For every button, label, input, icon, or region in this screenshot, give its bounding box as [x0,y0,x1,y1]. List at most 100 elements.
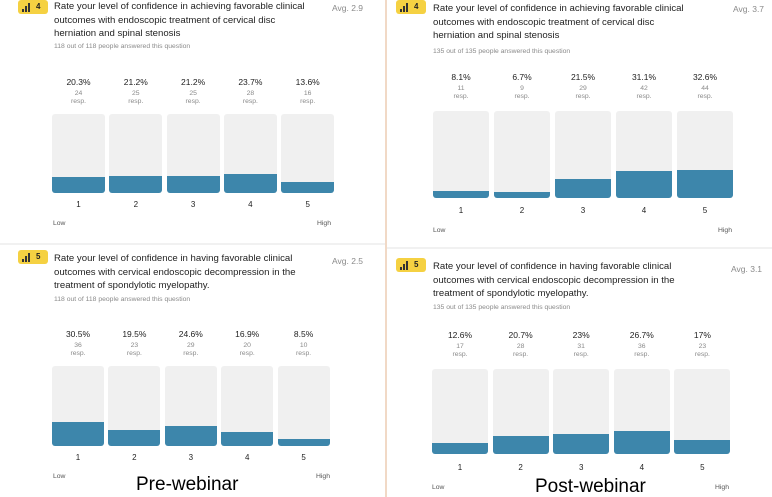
poll-panel-post-q4: 4 Rate your level of confidence in achiev… [387,0,772,245]
bar-track [223,114,277,193]
question-title: Rate your level of confidence in achievi… [54,1,305,39]
caption-pre-webinar: Pre-webinar [136,474,239,495]
bar-fill [494,192,550,198]
bar-count-label: 42 [640,85,648,92]
bar-resp-label: resp. [575,93,591,100]
poll-panel-pre-q5: 5 Rate your level of confidence in having… [0,250,385,495]
bar-track [109,114,163,193]
bar-resp-label: resp. [513,351,529,358]
bar-stat: 19.5% 23 resp. [108,329,160,358]
signal-bars-icon [22,253,31,262]
bar-track [432,369,488,454]
bar-fill [432,443,488,454]
bar-fill [677,169,733,198]
bar-percent-label: 8.5% [293,329,314,339]
bar-percent-label: 16.9% [235,329,260,339]
bar-count-label: 16 [303,90,312,97]
response-count-text: 135 out of 135 people answered this ques… [433,304,571,311]
question-number: 5 [414,260,419,269]
bar-count-label: 11 [457,85,465,92]
signal-bars-icon [22,3,31,12]
question-number: 4 [36,2,41,11]
bar-track [555,111,611,198]
scale-high-label: High [317,220,331,227]
bar-track [616,111,672,198]
category-tick-label: 1 [76,200,81,209]
bar-count-label: 29 [579,85,587,92]
bar-resp-label: resp. [452,351,468,358]
bar-resp-label: resp. [636,93,652,100]
bar-stat: 8.5% 10 resp. [278,329,330,358]
bar-track [108,366,161,446]
bar-stat: 24.6% 29 resp. [165,329,217,358]
bar-fill [166,176,220,193]
category-tick-label: 5 [702,206,708,215]
bar-count-label: 9 [520,85,524,92]
category-tick-label: 2 [518,463,523,472]
category-tick-label: 5 [301,453,306,462]
category-tick-label: 1 [457,463,463,472]
scale-low-label: Low [53,220,66,227]
panel-divider [385,0,387,497]
bar-resp-label: resp. [573,351,589,358]
category-tick-label: 1 [75,453,81,462]
bar-stat: 21.2% 25 resp. [167,77,220,106]
question-title: Rate your level of confidence in achievi… [433,3,684,41]
bar-count-label: 24 [74,90,83,97]
scale-high-label: High [715,484,729,491]
question-number: 4 [414,2,419,11]
bar-track [494,111,550,198]
bar-track [613,369,670,454]
bar-resp-label: resp. [453,93,469,100]
bar-stat: 20.7% 28 resp. [493,330,549,359]
response-count-text: 118 out of 118 people answered this ques… [54,43,191,50]
bar-count-label: 28 [246,90,255,97]
bar-percent-label: 30.5% [65,329,91,339]
bar-track [52,114,105,193]
bar-track [492,369,549,454]
scale-low-label: Low [433,227,446,234]
bar-resp-label: resp. [70,98,87,105]
question-number: 5 [36,252,41,261]
bar-percent-label: 26.7% [629,330,654,340]
panel-divider [0,243,385,245]
category-tick-label: 2 [132,453,137,462]
bar-resp-label: resp. [126,350,142,357]
category-tick-label: 3 [190,200,196,209]
question-title: Rate your level of confidence in having … [54,253,296,291]
bar-resp-label: resp. [296,350,312,357]
bar-resp-label: resp. [183,350,199,357]
bar-track [52,366,104,446]
bar-count-label: 44 [701,85,709,92]
bar-percent-label: 17% [693,330,711,340]
question-number-badge: 4 [18,0,48,14]
bar-fill [164,426,217,446]
scale-low-label: Low [53,473,66,480]
category-tick-label: 1 [458,206,464,215]
bar-stat: 23.7% 28 resp. [224,77,277,106]
bar-fill [108,430,161,446]
bar-count-label: 20 [243,342,251,349]
bar-stat: 31.1% 42 resp. [616,72,672,101]
poll-panel-pre-q4: 4 Rate your level of confidence in achiev… [0,0,385,245]
bar-resp-label: resp. [242,98,258,105]
bar-track [281,114,335,193]
bar-count-label: 25 [132,90,140,97]
category-tick-label: 2 [519,206,525,215]
bar-fill [613,431,670,454]
bar-track [677,111,733,198]
question-number-badge: 5 [18,250,48,264]
bar-fill [433,190,489,198]
bar-track [674,369,731,454]
average-score: Avg. 3.1 [731,264,763,274]
category-tick-label: 3 [188,453,194,462]
bar-fill [674,439,731,454]
bar-percent-label: 8.1% [451,72,471,82]
bar-percent-label: 21.5% [570,72,596,82]
bar-count-label: 10 [299,342,308,349]
bar-stat: 23% 31 resp. [553,330,609,359]
category-tick-label: 4 [641,206,647,215]
bar-fill [221,432,274,446]
bar-stat: 6.7% 9 resp. [494,72,550,101]
bar-count-label: 23 [130,342,139,349]
